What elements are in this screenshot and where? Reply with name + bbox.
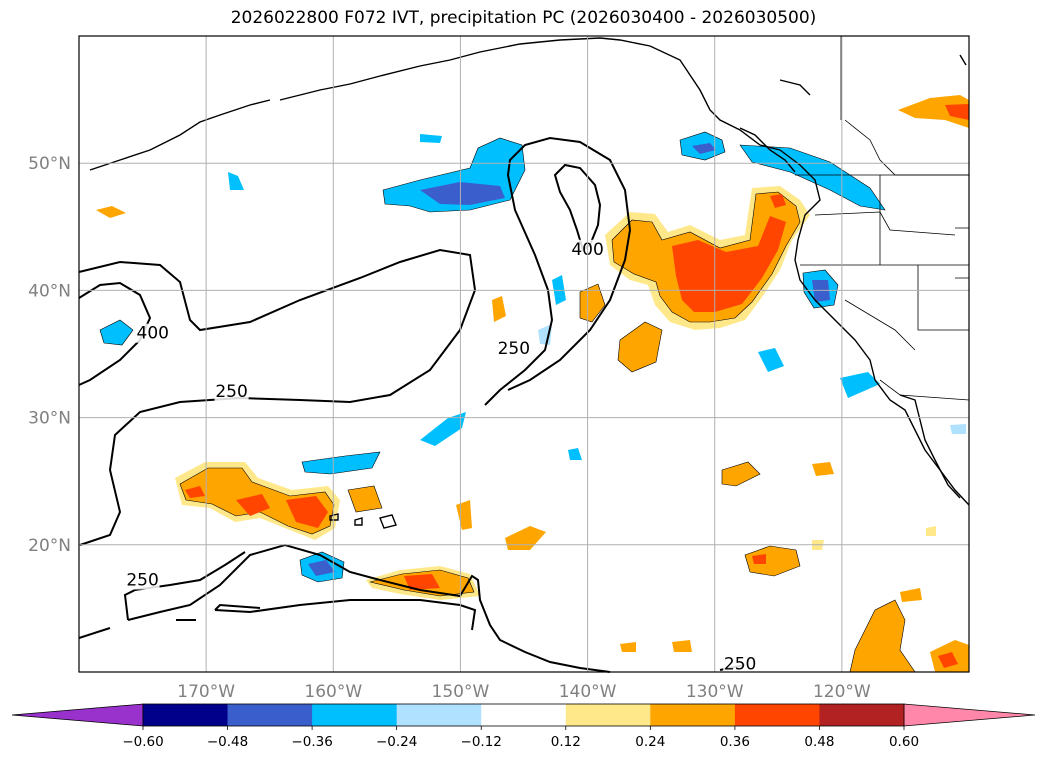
ivt-contour-250-south: [127, 543, 611, 673]
colorbar-tick-label: 0.12: [551, 734, 581, 750]
contour-label: 250: [215, 382, 247, 402]
contour-label-background: [125, 570, 160, 590]
lat-tick-label: 40°N: [28, 281, 71, 301]
colorbar-frame: [142, 703, 905, 727]
contour-label-background: [723, 654, 758, 674]
contour-label: 250: [126, 571, 158, 591]
precip-anomaly-shading: [96, 95, 969, 673]
colorbar-tick-label: −0.24: [376, 734, 417, 750]
colorbar-over-extension: [903, 703, 1036, 727]
lat-tick-label: 50°N: [28, 154, 71, 174]
contour-label-background: [214, 382, 249, 402]
west-coast-north-america: [779, 149, 970, 506]
contour-label: 250: [724, 654, 756, 674]
lat-tick-label: 20°N: [28, 536, 71, 556]
colorbar-bin: [734, 704, 820, 726]
colorbar-tick-label: 0.36: [720, 734, 750, 750]
ivt-contour-400-jet: [553, 163, 602, 252]
graticule: [79, 36, 969, 672]
lon-tick-label: 140°W: [559, 682, 617, 702]
map-plot-area: 400 250 250 400 250 250: [78, 35, 970, 674]
colorbar-under-extension: [11, 703, 144, 727]
lon-tick-label: 170°W: [177, 682, 235, 702]
colorbar-tick-label: −0.36: [291, 734, 332, 750]
colorbar-bin: [819, 704, 905, 726]
colorbar: −0.60 −0.48 −0.36 −0.24 −0.12 0.12 0.24 0.36 0.4…: [11, 703, 1036, 750]
lon-tick-label: 160°W: [304, 682, 362, 702]
ivt-contour-250-jet: [484, 136, 632, 406]
colorbar-tick-label: −0.12: [461, 734, 502, 750]
contour-label: 250: [498, 339, 530, 359]
colorbar-tick-label: 0.24: [635, 734, 665, 750]
colorbar-bin: [565, 704, 651, 726]
lon-tick-label: 120°W: [813, 682, 871, 702]
colorbar-tick-label: 0.48: [804, 734, 834, 750]
longitude-tick-labels: 170°W 160°W 150°W 140°W 130°W 120°W: [177, 682, 871, 702]
contour-label-background: [135, 323, 170, 343]
colorbar-tick-label: −0.48: [207, 734, 248, 750]
coastlines: [89, 37, 970, 529]
colorbar-bin: [312, 704, 398, 726]
ivt-contour-400-west: [78, 281, 152, 386]
colorbar-bin: [650, 704, 736, 726]
colorbar-bin: [227, 704, 313, 726]
map-title: 2026022800 F072 IVT, precipitation PC (2…: [230, 8, 817, 28]
ivt-contours: [78, 136, 746, 673]
lat-tick-label: 30°N: [28, 409, 71, 429]
lon-tick-label: 130°W: [686, 682, 744, 702]
ivt-contour-250-west: [78, 248, 477, 546]
contour-label-background: [496, 339, 531, 358]
latitude-tick-labels: 20°N 30°N 40°N 50°N: [28, 154, 71, 556]
alaska-coast: [279, 37, 781, 151]
colorbar-bin: [481, 704, 567, 726]
colorbar-tick-label: −0.60: [122, 734, 163, 750]
colorbar-bin: [143, 704, 229, 726]
lon-tick-label: 150°W: [432, 682, 490, 702]
contour-label: 400: [137, 324, 169, 344]
map-frame: [78, 35, 970, 673]
colorbar-bin: [396, 704, 482, 726]
colorbar-tick-label: 0.60: [889, 734, 919, 750]
